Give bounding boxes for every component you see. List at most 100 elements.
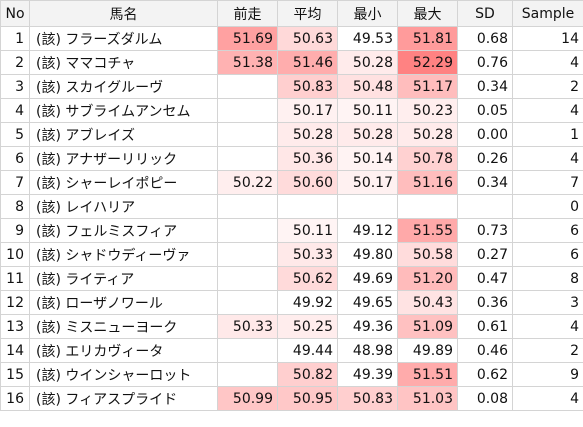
cell-prev[interactable] xyxy=(217,218,278,243)
cell-min[interactable]: 49.65 xyxy=(337,290,398,315)
cell-sd[interactable]: 0.34 xyxy=(457,170,513,195)
header-prev[interactable]: 前走 xyxy=(217,0,278,27)
cell-prev[interactable] xyxy=(217,290,278,315)
cell-horse-name[interactable]: (該) フェルミスフィア xyxy=(29,218,218,243)
cell-max[interactable]: 51.20 xyxy=(397,266,458,291)
cell-min[interactable]: 50.14 xyxy=(337,146,398,171)
cell-max[interactable]: 50.78 xyxy=(397,146,458,171)
cell-no[interactable]: 15 xyxy=(0,362,30,387)
cell-sample[interactable]: 4 xyxy=(512,386,583,411)
cell-sample[interactable]: 1 xyxy=(512,122,583,147)
cell-min[interactable]: 50.28 xyxy=(337,50,398,75)
cell-prev[interactable] xyxy=(217,98,278,123)
cell-avg[interactable]: 50.25 xyxy=(277,314,338,339)
cell-max[interactable]: 50.43 xyxy=(397,290,458,315)
cell-prev[interactable] xyxy=(217,122,278,147)
table-row[interactable]: 3 (該) スカイグルーヴ 50.83 50.48 51.17 0.34 2 xyxy=(0,74,583,99)
cell-avg[interactable]: 50.33 xyxy=(277,242,338,267)
header-sd[interactable]: SD xyxy=(457,0,513,27)
cell-no[interactable]: 6 xyxy=(0,146,30,171)
cell-max[interactable]: 51.55 xyxy=(397,218,458,243)
header-name[interactable]: 馬名 xyxy=(29,0,218,27)
cell-no[interactable]: 16 xyxy=(0,386,30,411)
cell-min[interactable]: 50.11 xyxy=(337,98,398,123)
cell-max[interactable]: 51.81 xyxy=(397,26,458,51)
table-row[interactable]: 12 (該) ローザノワール 49.92 49.65 50.43 0.36 3 xyxy=(0,290,583,315)
cell-sample[interactable]: 4 xyxy=(512,98,583,123)
cell-prev[interactable] xyxy=(217,362,278,387)
cell-horse-name[interactable]: (該) レイハリア xyxy=(29,194,218,219)
cell-sd[interactable]: 0.61 xyxy=(457,314,513,339)
cell-horse-name[interactable]: (該) フラーズダルム xyxy=(29,26,218,51)
cell-avg[interactable]: 50.83 xyxy=(277,74,338,99)
cell-horse-name[interactable]: (該) ミスニューヨーク xyxy=(29,314,218,339)
cell-sd[interactable]: 0.46 xyxy=(457,338,513,363)
cell-no[interactable]: 10 xyxy=(0,242,30,267)
table-row[interactable]: 13 (該) ミスニューヨーク 50.33 50.25 49.36 51.09 0.61 4 xyxy=(0,314,583,339)
cell-min[interactable]: 50.17 xyxy=(337,170,398,195)
cell-prev[interactable]: 51.69 xyxy=(217,26,278,51)
header-no[interactable]: No xyxy=(0,0,30,27)
table-row[interactable]: 4 (該) サブライムアンセム 50.17 50.11 50.23 0.05 4 xyxy=(0,98,583,123)
cell-prev[interactable]: 50.99 xyxy=(217,386,278,411)
cell-horse-name[interactable]: (該) アブレイズ xyxy=(29,122,218,147)
table-row[interactable]: 15 (該) ウインシャーロット 50.82 49.39 51.51 0.62 9 xyxy=(0,362,583,387)
cell-sample[interactable]: 4 xyxy=(512,146,583,171)
cell-prev[interactable] xyxy=(217,338,278,363)
cell-prev[interactable]: 50.33 xyxy=(217,314,278,339)
cell-avg[interactable]: 50.63 xyxy=(277,26,338,51)
cell-horse-name[interactable]: (該) シャーレイポピー xyxy=(29,170,218,195)
cell-avg[interactable]: 49.44 xyxy=(277,338,338,363)
cell-horse-name[interactable]: (該) ウインシャーロット xyxy=(29,362,218,387)
cell-no[interactable]: 7 xyxy=(0,170,30,195)
cell-sd[interactable] xyxy=(457,194,513,219)
cell-sd[interactable]: 0.73 xyxy=(457,218,513,243)
cell-sample[interactable]: 0 xyxy=(512,194,583,219)
table-row[interactable]: 7 (該) シャーレイポピー 50.22 50.60 50.17 51.16 0.34 7 xyxy=(0,170,583,195)
header-max[interactable]: 最大 xyxy=(397,0,458,27)
cell-min[interactable] xyxy=(337,194,398,219)
header-sample[interactable]: Sample xyxy=(512,0,583,27)
cell-prev[interactable] xyxy=(217,242,278,267)
cell-no[interactable]: 12 xyxy=(0,290,30,315)
cell-max[interactable]: 50.23 xyxy=(397,98,458,123)
cell-prev[interactable]: 50.22 xyxy=(217,170,278,195)
cell-no[interactable]: 1 xyxy=(0,26,30,51)
cell-sample[interactable]: 9 xyxy=(512,362,583,387)
cell-max[interactable]: 49.89 xyxy=(397,338,458,363)
cell-sample[interactable]: 2 xyxy=(512,338,583,363)
cell-horse-name[interactable]: (該) エリカヴィータ xyxy=(29,338,218,363)
cell-avg[interactable] xyxy=(277,194,338,219)
cell-no[interactable]: 13 xyxy=(0,314,30,339)
cell-avg[interactable]: 50.62 xyxy=(277,266,338,291)
cell-sd[interactable]: 0.27 xyxy=(457,242,513,267)
cell-sd[interactable]: 0.47 xyxy=(457,266,513,291)
table-row[interactable]: 5 (該) アブレイズ 50.28 50.28 50.28 0.00 1 xyxy=(0,122,583,147)
cell-horse-name[interactable]: (該) ライティア xyxy=(29,266,218,291)
cell-avg[interactable]: 49.92 xyxy=(277,290,338,315)
cell-sample[interactable]: 8 xyxy=(512,266,583,291)
cell-prev[interactable]: 51.38 xyxy=(217,50,278,75)
cell-sd[interactable]: 0.36 xyxy=(457,290,513,315)
cell-max[interactable]: 50.28 xyxy=(397,122,458,147)
cell-no[interactable]: 5 xyxy=(0,122,30,147)
cell-horse-name[interactable]: (該) シャドウディーヴァ xyxy=(29,242,218,267)
cell-sample[interactable]: 7 xyxy=(512,170,583,195)
table-row[interactable]: 14 (該) エリカヴィータ 49.44 48.98 49.89 0.46 2 xyxy=(0,338,583,363)
cell-max[interactable]: 52.29 xyxy=(397,50,458,75)
cell-no[interactable]: 8 xyxy=(0,194,30,219)
cell-prev[interactable] xyxy=(217,146,278,171)
cell-sample[interactable]: 2 xyxy=(512,74,583,99)
cell-no[interactable]: 14 xyxy=(0,338,30,363)
cell-sample[interactable]: 14 xyxy=(512,26,583,51)
cell-prev[interactable] xyxy=(217,194,278,219)
cell-horse-name[interactable]: (該) フィアスプライド xyxy=(29,386,218,411)
cell-sample[interactable]: 6 xyxy=(512,242,583,267)
cell-sd[interactable]: 0.76 xyxy=(457,50,513,75)
cell-sd[interactable]: 0.00 xyxy=(457,122,513,147)
cell-avg[interactable]: 50.17 xyxy=(277,98,338,123)
cell-prev[interactable] xyxy=(217,266,278,291)
cell-horse-name[interactable]: (該) スカイグルーヴ xyxy=(29,74,218,99)
table-row[interactable]: 9 (該) フェルミスフィア 50.11 49.12 51.55 0.73 6 xyxy=(0,218,583,243)
cell-avg[interactable]: 50.28 xyxy=(277,122,338,147)
